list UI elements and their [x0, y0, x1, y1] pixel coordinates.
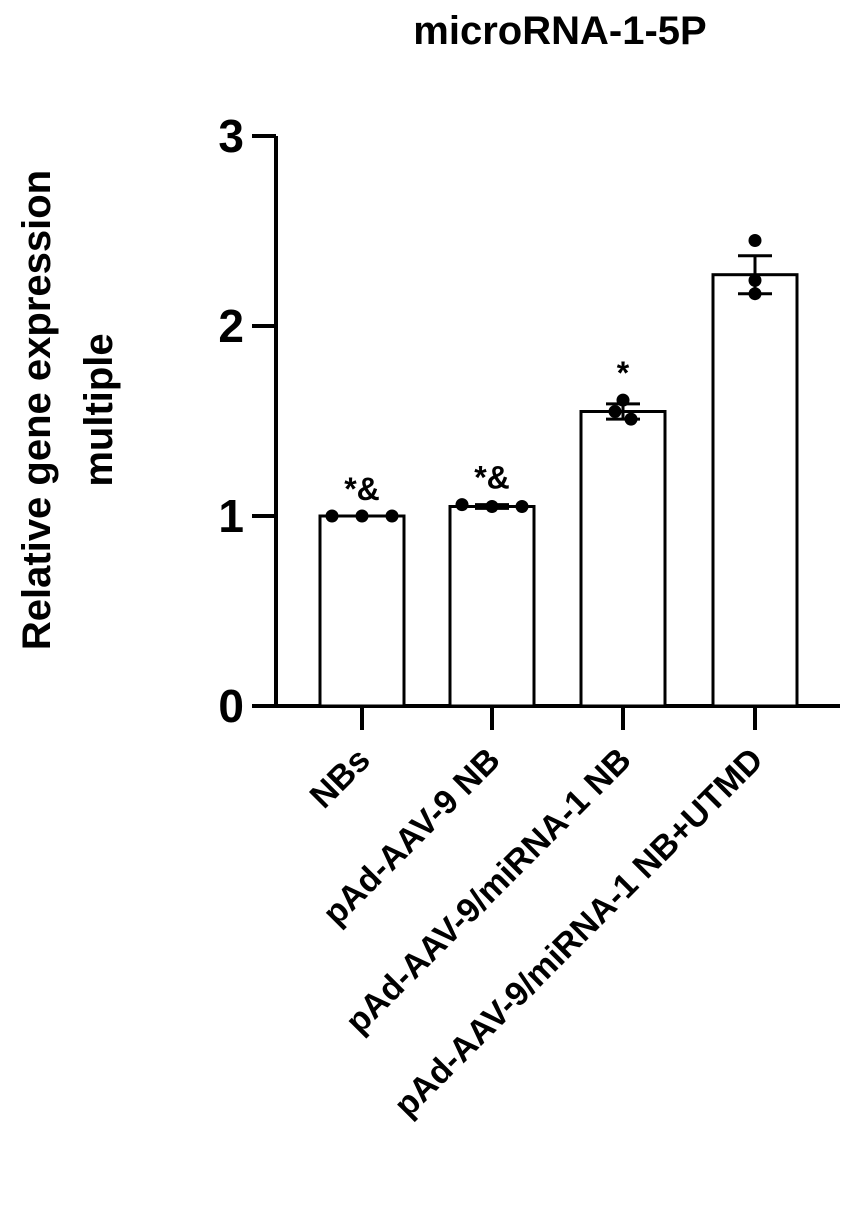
y-axis-label: Relative gene expression multiple: [15, 170, 121, 650]
data-point: [325, 509, 339, 523]
chart-title: microRNA-1-5P: [413, 9, 706, 53]
bar: [318, 514, 406, 708]
data-point: [355, 509, 369, 523]
data-point: [455, 498, 469, 512]
data-point: [608, 405, 622, 418]
significance-label: *&: [474, 460, 510, 496]
y-tick-label: 1: [218, 490, 244, 542]
bar: [579, 410, 667, 708]
significance-label: *: [617, 355, 630, 391]
data-point: [624, 412, 638, 426]
y-axis-label-line-2: multiple: [77, 333, 121, 486]
y-tick-label: 3: [218, 110, 244, 162]
bar: [711, 273, 799, 708]
data-point: [748, 234, 762, 247]
x-tick-label: NBs: [303, 741, 378, 816]
data-point: [748, 273, 762, 287]
y-axis-label-line-1: Relative gene expression: [15, 170, 59, 650]
bar: [448, 505, 536, 708]
significance-label: *&: [344, 471, 380, 507]
data-point: [748, 287, 762, 301]
data-point: [485, 500, 499, 513]
y-tick-label: 2: [218, 300, 244, 352]
data-point: [515, 500, 529, 513]
data-point: [616, 393, 630, 407]
y-tick-label: 0: [218, 680, 244, 732]
data-point: [385, 509, 399, 523]
